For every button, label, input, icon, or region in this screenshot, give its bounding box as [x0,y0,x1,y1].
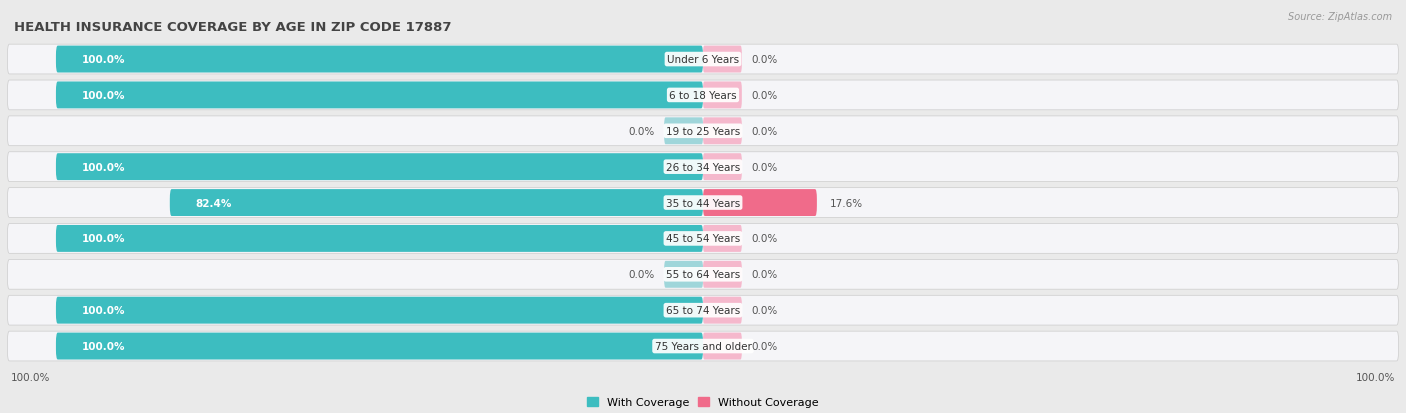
FancyBboxPatch shape [56,154,703,181]
Text: 45 to 54 Years: 45 to 54 Years [666,234,740,244]
FancyBboxPatch shape [7,152,1399,182]
Text: 100.0%: 100.0% [82,306,125,316]
Text: 0.0%: 0.0% [752,270,778,280]
Text: 0.0%: 0.0% [752,162,778,172]
FancyBboxPatch shape [56,47,703,74]
Text: 19 to 25 Years: 19 to 25 Years [666,126,740,136]
FancyBboxPatch shape [703,225,742,252]
Text: 65 to 74 Years: 65 to 74 Years [666,306,740,316]
FancyBboxPatch shape [703,190,817,216]
Text: Under 6 Years: Under 6 Years [666,55,740,65]
Text: 35 to 44 Years: 35 to 44 Years [666,198,740,208]
FancyBboxPatch shape [7,331,1399,361]
Text: 100.0%: 100.0% [82,162,125,172]
FancyBboxPatch shape [703,82,742,109]
FancyBboxPatch shape [703,154,742,181]
Text: 100.0%: 100.0% [11,373,51,382]
Text: 100.0%: 100.0% [82,91,125,101]
FancyBboxPatch shape [703,261,742,288]
Legend: With Coverage, Without Coverage: With Coverage, Without Coverage [582,393,824,412]
FancyBboxPatch shape [7,45,1399,75]
FancyBboxPatch shape [7,260,1399,290]
FancyBboxPatch shape [7,188,1399,218]
FancyBboxPatch shape [703,47,742,74]
Text: 100.0%: 100.0% [82,234,125,244]
Text: 0.0%: 0.0% [752,306,778,316]
FancyBboxPatch shape [7,116,1399,146]
Text: 17.6%: 17.6% [830,198,863,208]
Text: 82.4%: 82.4% [195,198,232,208]
FancyBboxPatch shape [703,297,742,324]
Text: 6 to 18 Years: 6 to 18 Years [669,91,737,101]
Text: 100.0%: 100.0% [82,55,125,65]
FancyBboxPatch shape [703,118,742,145]
Text: 0.0%: 0.0% [752,234,778,244]
Text: 0.0%: 0.0% [752,55,778,65]
FancyBboxPatch shape [664,261,703,288]
FancyBboxPatch shape [7,296,1399,325]
Text: 100.0%: 100.0% [82,341,125,351]
Text: Source: ZipAtlas.com: Source: ZipAtlas.com [1288,12,1392,22]
Text: 0.0%: 0.0% [752,91,778,101]
Text: 0.0%: 0.0% [628,270,654,280]
Text: 26 to 34 Years: 26 to 34 Years [666,162,740,172]
FancyBboxPatch shape [7,81,1399,111]
FancyBboxPatch shape [56,225,703,252]
Text: 0.0%: 0.0% [628,126,654,136]
FancyBboxPatch shape [56,82,703,109]
Text: HEALTH INSURANCE COVERAGE BY AGE IN ZIP CODE 17887: HEALTH INSURANCE COVERAGE BY AGE IN ZIP … [14,21,451,33]
FancyBboxPatch shape [56,297,703,324]
FancyBboxPatch shape [664,118,703,145]
Text: 55 to 64 Years: 55 to 64 Years [666,270,740,280]
Text: 0.0%: 0.0% [752,341,778,351]
Text: 100.0%: 100.0% [1355,373,1395,382]
FancyBboxPatch shape [170,190,703,216]
FancyBboxPatch shape [7,224,1399,254]
FancyBboxPatch shape [56,333,703,360]
Text: 75 Years and older: 75 Years and older [655,341,751,351]
Text: 0.0%: 0.0% [752,126,778,136]
FancyBboxPatch shape [703,333,742,360]
